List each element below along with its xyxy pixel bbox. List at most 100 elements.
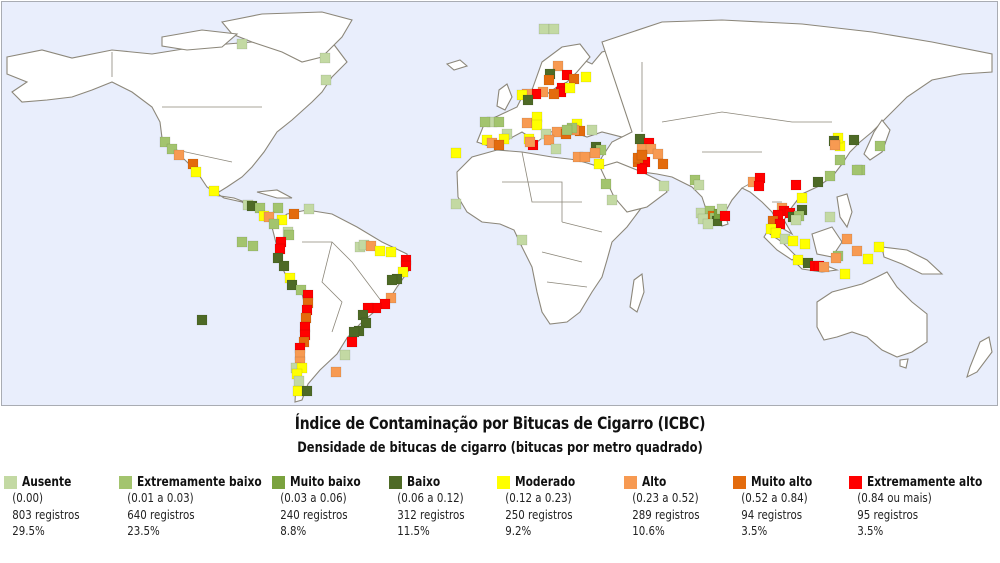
marker-baixo	[196, 314, 208, 326]
legend-range: (0.23 a 0.52)	[632, 490, 699, 505]
marker-extremamente-baixo	[824, 170, 836, 182]
legend-count: 240 registros	[280, 506, 348, 522]
marker-moderado	[787, 235, 799, 247]
iceland	[445, 59, 469, 71]
marker-moderado	[839, 268, 851, 280]
marker-baixo	[812, 176, 824, 188]
contamination-markers	[159, 23, 886, 397]
marker-baixo	[301, 385, 313, 397]
marker-extremamente-baixo	[874, 140, 886, 152]
marker-ausente	[516, 234, 528, 246]
world-map	[1, 1, 998, 406]
legend-range: (0.06 a 0.12)	[397, 490, 464, 505]
legend-label: Muito alto	[751, 474, 813, 490]
marker-ausente	[550, 143, 562, 155]
marker-extremamente-alto	[274, 243, 286, 255]
legend-percent: 23.5%	[127, 523, 160, 538]
marker-muito-alto	[493, 139, 505, 151]
marker-alto	[385, 292, 397, 304]
marker-muito-alto	[636, 149, 648, 161]
marker-moderado	[385, 246, 397, 258]
landmasses	[6, 11, 993, 403]
marker-moderado	[450, 147, 462, 159]
marker-extremamente-alto	[790, 179, 802, 191]
marker-moderado	[374, 245, 386, 257]
marker-extremamente-alto	[753, 180, 765, 192]
marker-extremamente-alto	[774, 218, 786, 230]
marker-ausente	[606, 194, 618, 206]
madagascar	[629, 272, 645, 313]
marker-extremamente-baixo	[493, 116, 505, 128]
marker-ausente	[293, 375, 305, 387]
marker-baixo	[286, 279, 298, 291]
legend-item-baixo: Baixo (0.06 a 0.12) 312 registros 11.5%	[389, 474, 481, 540]
new-zealand	[966, 336, 993, 379]
map-subtitle: Densidade de bitucas de cigarro (bitucas…	[297, 440, 703, 456]
legend-swatch	[849, 475, 862, 489]
marker-ausente	[320, 74, 332, 86]
legend-label: Baixo	[407, 474, 441, 490]
legend-item-muito-alto: Muito alto (0.52 a 0.84) 94 registros 3.…	[733, 474, 826, 540]
marker-moderado	[873, 241, 885, 253]
north-america	[6, 41, 348, 213]
marker-baixo	[634, 133, 646, 145]
marker-ausente	[693, 179, 705, 191]
marker-moderado	[564, 82, 576, 94]
marker-extremamente-baixo	[561, 124, 573, 136]
legend-count: 289 registros	[632, 506, 700, 522]
marker-alto	[543, 134, 555, 146]
australia	[816, 271, 928, 358]
marker-moderado	[593, 158, 605, 170]
marker-alto	[818, 261, 830, 273]
legend-range: (0.52 a 0.84)	[741, 490, 808, 505]
marker-ausente	[339, 349, 351, 361]
marker-moderado	[770, 227, 782, 239]
marker-extremamente-baixo	[272, 202, 284, 214]
marker-baixo	[272, 252, 284, 264]
marker-ausente	[548, 23, 560, 35]
marker-alto	[552, 60, 564, 72]
marker-extremamente-alto	[346, 336, 358, 348]
legend-item-moderado: Moderado (0.12 a 0.23) 250 registros 9.2…	[497, 474, 589, 540]
marker-moderado	[292, 385, 304, 397]
marker-baixo	[386, 274, 398, 286]
tasmania	[899, 358, 909, 369]
marker-baixo	[348, 326, 360, 338]
legend-count: 803 registros	[12, 506, 80, 522]
marker-muito-alto	[568, 73, 580, 85]
legend-percent: 11.5%	[397, 523, 430, 538]
marker-baixo	[522, 94, 534, 106]
philippines	[836, 193, 853, 229]
marker-extremamente-baixo	[600, 178, 612, 190]
legend-item-muito-baixo: Muito baixo (0.03 a 0.06) 240 registros …	[272, 474, 376, 540]
legend-swatch	[624, 475, 637, 489]
legend-range: (0.01 a 0.03)	[127, 490, 194, 505]
legend-count: 94 registros	[741, 506, 803, 522]
legend-percent: 3.5%	[741, 523, 768, 538]
marker-moderado	[792, 254, 804, 266]
marker-baixo	[360, 317, 372, 329]
marker-extremamente-alto	[636, 163, 648, 175]
marker-moderado	[580, 71, 592, 83]
marker-ausente	[658, 180, 670, 192]
marker-moderado	[796, 192, 808, 204]
marker-extremamente-alto	[379, 298, 391, 310]
legend-count: 312 registros	[397, 506, 465, 522]
marker-extremamente-baixo	[159, 136, 171, 148]
legend-swatch	[272, 475, 285, 489]
legend-item-alto: Alto (0.23 a 0.52) 289 registros 10.6%	[624, 474, 716, 540]
legend-range: (0.12 a 0.23)	[505, 490, 572, 505]
marker-ausente	[236, 38, 248, 50]
marker-ausente	[303, 203, 315, 215]
marker-muito-alto	[657, 158, 669, 170]
cuba	[256, 189, 293, 199]
africa	[456, 149, 643, 325]
legend-count: 250 registros	[505, 506, 573, 522]
marker-extremamente-baixo	[851, 164, 863, 176]
marker-baixo	[848, 134, 860, 146]
legend-swatch	[4, 475, 17, 489]
marker-alto	[841, 233, 853, 245]
marker-alto	[589, 147, 601, 159]
marker-alto	[851, 245, 863, 257]
marker-ausente	[702, 218, 714, 230]
